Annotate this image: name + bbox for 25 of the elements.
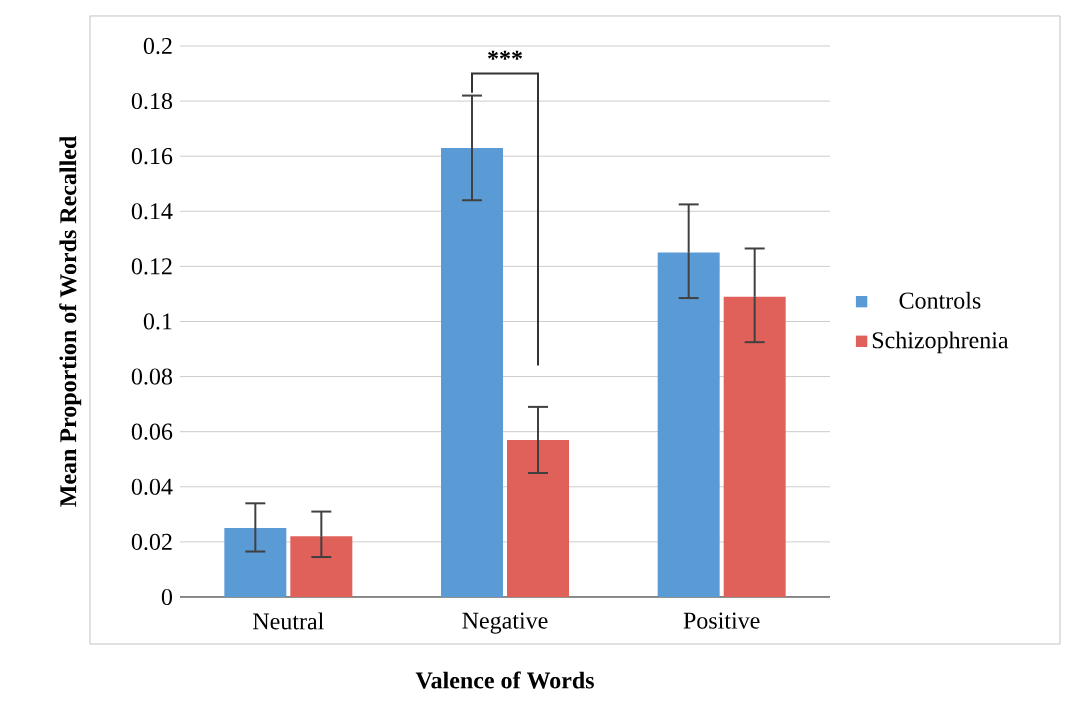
y-tick-label: 0: [161, 588, 173, 606]
bar: [290, 536, 353, 597]
y-tick-label: 0.1: [143, 313, 172, 330]
legend-label: Controls: [899, 291, 981, 309]
y-tick-label: 0.16: [131, 148, 173, 165]
y-tick-label: 0.14: [131, 203, 173, 220]
x-tick-label: Positive: [683, 612, 760, 629]
bar: [507, 439, 569, 597]
x-tick-label: Negative: [462, 612, 548, 634]
bar: [441, 147, 503, 597]
y-tick-label: 0.18: [131, 92, 173, 110]
y-tick-label: 0.02: [131, 533, 172, 551]
x-tick-label: Neutral: [253, 612, 324, 630]
y-axis-title: Mean Proportion of Words Recalled: [59, 135, 82, 507]
y-tick-label: 0.12: [131, 258, 172, 275]
y-tick-label: 0.2: [143, 37, 172, 55]
legend-label: Schizophrenia: [872, 331, 1009, 354]
bar: [657, 252, 720, 597]
annotation: ***: [488, 50, 523, 60]
bar: [723, 296, 786, 597]
y-tick-label: 0.04: [131, 478, 173, 495]
x-axis-title: Valence of Words: [415, 671, 594, 689]
y-tick-label: 0.06: [131, 423, 173, 440]
bar: [224, 528, 287, 597]
y-tick-label: 0.08: [131, 368, 173, 385]
